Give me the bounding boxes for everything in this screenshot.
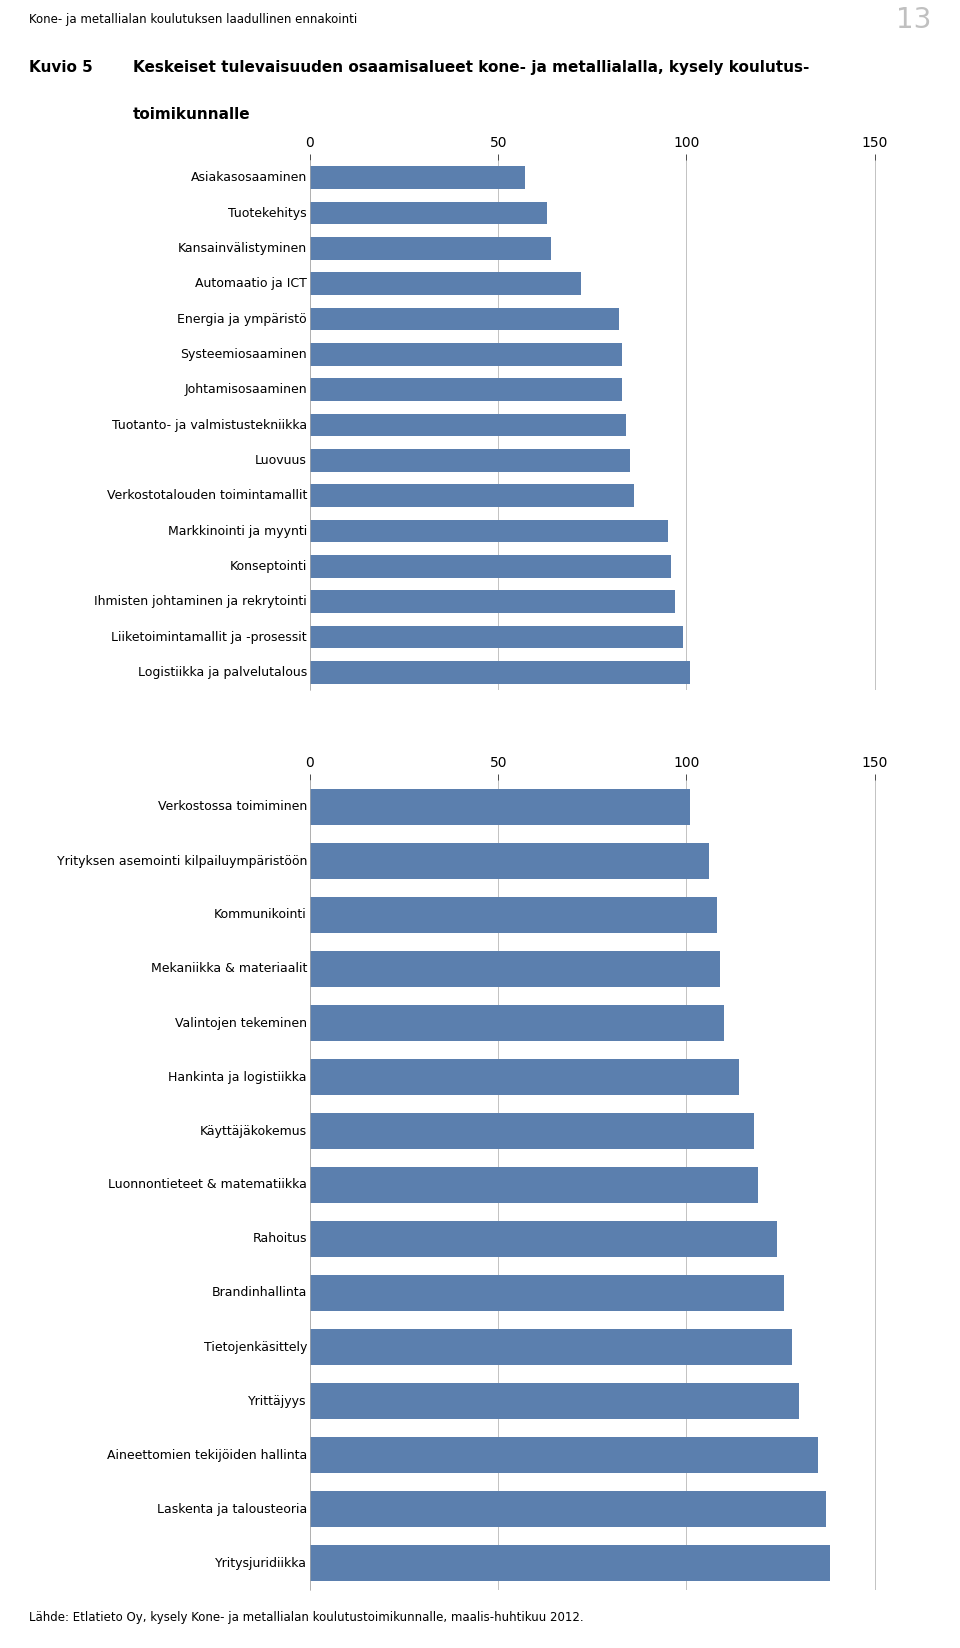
Bar [310, 201, 547, 224]
Bar [310, 1330, 792, 1365]
Bar [310, 844, 709, 878]
Text: Energia ja ympäristö: Energia ja ympäristö [178, 313, 307, 326]
Text: Yrityksen asemointi kilpailuympäristöön: Yrityksen asemointi kilpailuympäristöön [57, 855, 307, 867]
Bar [310, 1276, 784, 1310]
Text: Kommunikointi: Kommunikointi [214, 908, 307, 921]
Text: 13: 13 [896, 7, 931, 35]
Bar [310, 519, 667, 542]
Bar [310, 272, 581, 295]
Text: Luonnontieteet & matematiikka: Luonnontieteet & matematiikka [108, 1178, 307, 1192]
Bar [310, 590, 675, 613]
Text: Tietojenkäsittely: Tietojenkäsittely [204, 1340, 307, 1353]
Text: Johtamisosaaminen: Johtamisosaaminen [184, 384, 307, 396]
Bar [310, 166, 524, 190]
Bar [310, 626, 683, 648]
Bar [310, 1546, 829, 1580]
Text: toimikunnalle: toimikunnalle [132, 107, 251, 122]
Text: Tuotekehitys: Tuotekehitys [228, 206, 307, 219]
Text: Konseptointi: Konseptointi [229, 560, 307, 574]
Bar [310, 1114, 755, 1149]
Text: Logistiikka ja palvelutalous: Logistiikka ja palvelutalous [137, 666, 307, 679]
Text: Laskenta ja talousteoria: Laskenta ja talousteoria [156, 1503, 307, 1516]
Bar [310, 1060, 739, 1094]
Text: Tuotanto- ja valmistustekniikka: Tuotanto- ja valmistustekniikka [111, 419, 307, 432]
Text: Lähde: Etlatieto Oy, kysely Kone- ja metallialan koulutustoimikunnalle, maalis-h: Lähde: Etlatieto Oy, kysely Kone- ja met… [29, 1612, 584, 1623]
Bar [310, 1491, 826, 1526]
Bar [310, 448, 630, 471]
Bar [310, 377, 622, 400]
Bar [310, 485, 634, 508]
Text: Kansainvälistyminen: Kansainvälistyminen [178, 242, 307, 255]
Text: Käyttäjäkokemus: Käyttäjäkokemus [200, 1124, 307, 1137]
Text: Brandinhallinta: Brandinhallinta [211, 1287, 307, 1300]
Text: Luovuus: Luovuus [255, 453, 307, 466]
Text: Verkostossa toimiminen: Verkostossa toimiminen [157, 801, 307, 814]
Bar [310, 1221, 777, 1256]
Bar [310, 1167, 758, 1203]
Text: Kuvio 5: Kuvio 5 [29, 59, 92, 76]
Text: Rahoitus: Rahoitus [252, 1233, 307, 1246]
Bar [310, 1437, 818, 1473]
Text: Systeemiosaaminen: Systeemiosaaminen [180, 348, 307, 361]
Text: Valintojen tekeminen: Valintojen tekeminen [175, 1017, 307, 1030]
Text: Kone- ja metallialan koulutuksen laadullinen ennakointi: Kone- ja metallialan koulutuksen laadull… [29, 13, 357, 26]
Bar [310, 555, 671, 578]
Text: Yritysjuridiikka: Yritysjuridiikka [215, 1556, 307, 1569]
Bar [310, 661, 690, 684]
Bar [310, 951, 720, 987]
Text: Keskeiset tulevaisuuden osaamisalueet kone- ja metallialalla, kysely koulutus-: Keskeiset tulevaisuuden osaamisalueet ko… [132, 59, 809, 76]
Text: Hankinta ja logistiikka: Hankinta ja logistiikka [168, 1071, 307, 1083]
Bar [310, 1383, 800, 1419]
Text: Asiakasosaaminen: Asiakasosaaminen [191, 171, 307, 185]
Text: Verkostotalouden toimintamallit: Verkostotalouden toimintamallit [107, 489, 307, 503]
Bar [310, 898, 716, 933]
Text: Mekaniikka & materiaalit: Mekaniikka & materiaalit [151, 962, 307, 976]
Bar [310, 414, 626, 437]
Bar [310, 789, 690, 824]
Bar [310, 1005, 724, 1040]
Text: Automaatio ja ICT: Automaatio ja ICT [195, 277, 307, 290]
Text: Ihmisten johtaminen ja rekrytointi: Ihmisten johtaminen ja rekrytointi [94, 595, 307, 608]
Text: Aineettomien tekijöiden hallinta: Aineettomien tekijöiden hallinta [107, 1449, 307, 1462]
Bar [310, 237, 551, 260]
Text: Markkinointi ja myynti: Markkinointi ja myynti [168, 524, 307, 537]
Bar [310, 308, 618, 331]
Text: Yrittäjyys: Yrittäjyys [249, 1394, 307, 1407]
Bar [310, 343, 622, 366]
Text: Liiketoimintamallit ja -prosessit: Liiketoimintamallit ja -prosessit [111, 631, 307, 643]
